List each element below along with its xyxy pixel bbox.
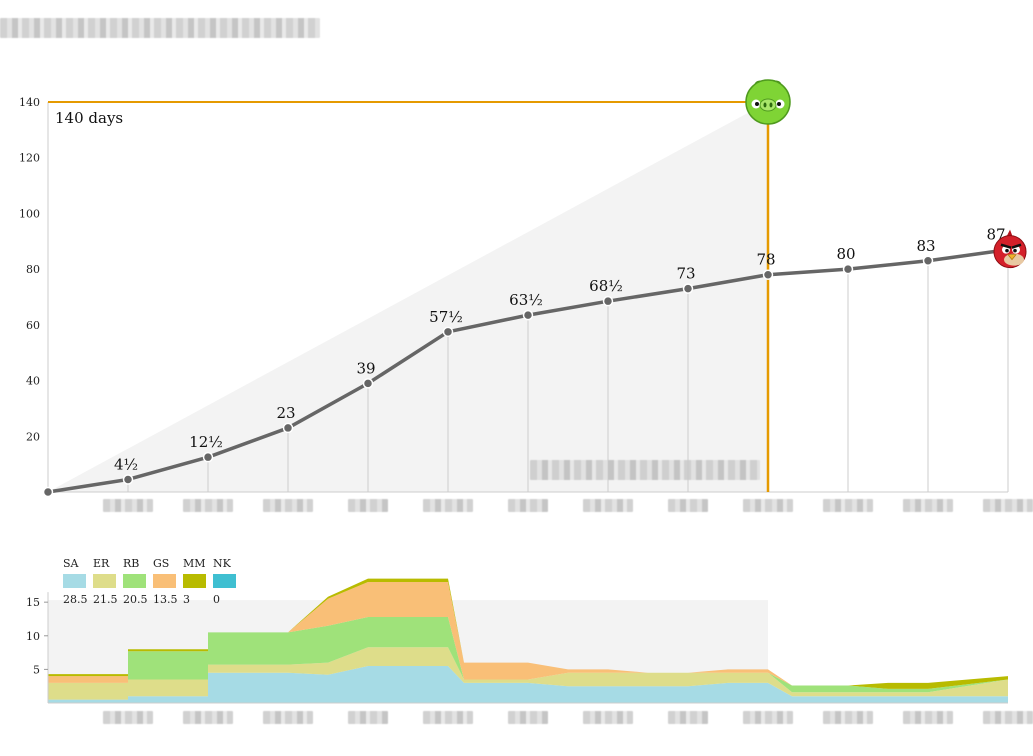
data-label: 83 <box>916 237 935 255</box>
area-y-tick-label: 5 <box>33 663 40 676</box>
x-label-redacted <box>348 499 388 512</box>
chart-caption-redacted <box>530 460 760 480</box>
x-label-redacted <box>183 499 233 512</box>
x-label-redacted <box>903 499 953 512</box>
y-tick-label: 40 <box>26 375 40 388</box>
x-label-redacted <box>103 499 153 512</box>
x-label-redacted <box>263 711 313 724</box>
data-point <box>922 255 934 267</box>
legend-value: 0 <box>213 593 220 606</box>
data-point <box>362 378 374 389</box>
x-label-redacted <box>263 499 313 512</box>
x-label-redacted <box>508 499 548 512</box>
x-label-redacted <box>903 711 953 724</box>
data-point <box>602 295 614 307</box>
data-point <box>842 263 854 275</box>
y-tick-label: 20 <box>26 430 40 443</box>
legend-value: 13.5 <box>153 593 178 606</box>
data-label: 73 <box>676 265 695 283</box>
legend-value: 28.5 <box>63 593 88 606</box>
area-gs <box>48 582 1008 689</box>
data-label: 78 <box>756 251 775 269</box>
x-label-redacted <box>668 499 708 512</box>
data-point <box>442 326 454 338</box>
y-tick-label: 60 <box>26 319 40 332</box>
legend-swatch <box>183 574 206 588</box>
legend-swatch <box>93 574 116 588</box>
x-label-redacted <box>423 711 473 724</box>
x-label-redacted <box>823 711 873 724</box>
x-label-redacted <box>508 711 548 724</box>
legend-key: NK <box>213 557 231 570</box>
cumulative-line-chart: 20 40 60 80 100 120 140 140 days 4½ 12½ 23 39 57½ 63½… <box>19 79 1027 498</box>
x-label-redacted <box>348 711 388 724</box>
data-label: 63½ <box>509 291 543 309</box>
legend-swatch <box>213 574 236 588</box>
x-label-redacted <box>423 499 473 512</box>
data-point <box>202 451 214 463</box>
shaded-region <box>48 102 768 492</box>
area-er <box>48 647 1008 700</box>
data-label: 4½ <box>114 455 138 473</box>
legend-key: RB <box>123 557 140 570</box>
red-bird-icon <box>993 229 1027 269</box>
legend-value: 20.5 <box>123 593 148 606</box>
x-label-redacted <box>183 711 233 724</box>
y-tick-label: 120 <box>19 152 40 165</box>
x-label-redacted <box>983 711 1033 724</box>
y-tick-label: 80 <box>26 263 40 276</box>
x-label-redacted <box>823 499 873 512</box>
legend-key: SA <box>63 557 79 570</box>
x-label-redacted <box>583 711 633 724</box>
data-point <box>762 269 774 280</box>
area-sa <box>48 666 1008 703</box>
y-tick-label: 100 <box>19 207 40 220</box>
data-point <box>42 486 54 498</box>
legend-swatch <box>153 574 176 588</box>
data-label: 23 <box>276 404 295 422</box>
x-label-redacted <box>583 499 633 512</box>
green-pig-icon <box>745 79 791 125</box>
data-label: 57½ <box>429 308 463 326</box>
data-point <box>522 309 534 321</box>
x-label-redacted <box>103 711 153 724</box>
annotation-140-days: 140 days <box>55 109 123 127</box>
data-label: 80 <box>836 245 855 263</box>
legend-value: 3 <box>183 593 190 606</box>
area-y-tick-label: 15 <box>26 596 40 609</box>
area-rb <box>48 616 1008 693</box>
data-point <box>682 283 694 294</box>
legend-key: GS <box>153 557 170 570</box>
data-point <box>282 422 294 434</box>
area-y-tick-label: 10 <box>26 630 40 643</box>
data-label: 68½ <box>589 277 623 295</box>
data-label: 39 <box>356 359 375 377</box>
legend-key: MM <box>183 557 206 570</box>
legend-key: ER <box>93 557 110 570</box>
legend-value: 21.5 <box>93 593 118 606</box>
data-point <box>122 474 134 485</box>
x-label-redacted <box>743 499 793 512</box>
page-title-redacted <box>0 18 320 38</box>
legend-swatch <box>63 574 86 588</box>
legend-swatch <box>123 574 146 588</box>
y-tick-label: 140 <box>19 96 40 109</box>
x-label-redacted <box>983 499 1033 512</box>
x-label-redacted <box>668 711 708 724</box>
data-label: 12½ <box>189 433 223 451</box>
x-label-redacted <box>743 711 793 724</box>
